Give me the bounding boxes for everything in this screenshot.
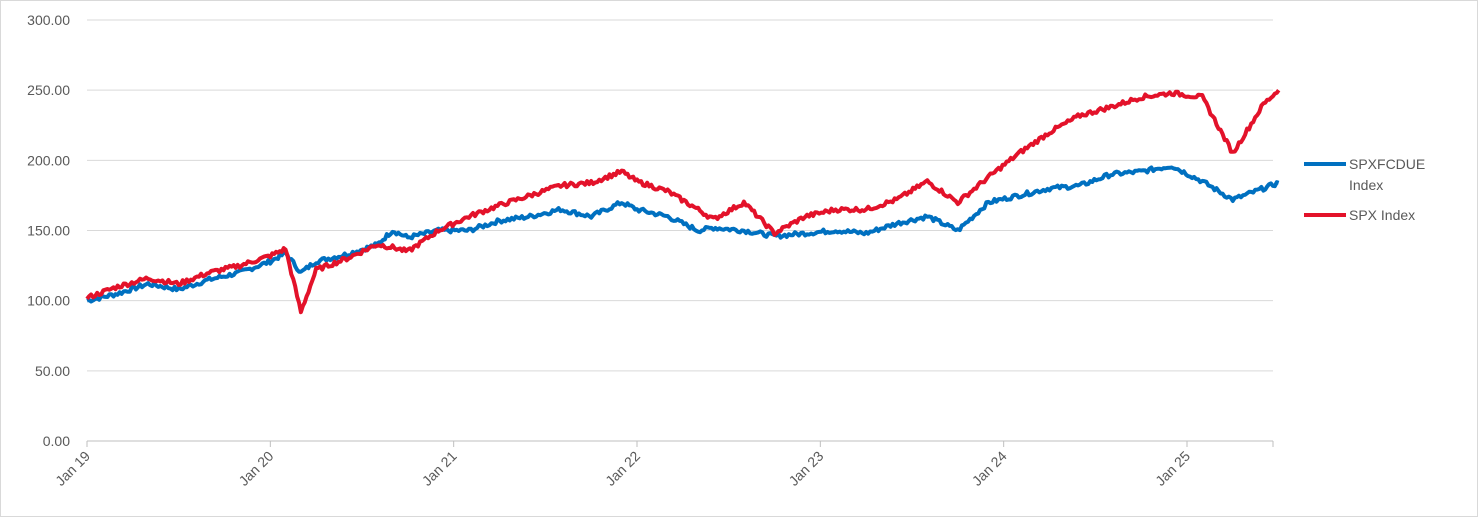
y-tick-label: 200.00 <box>27 152 70 168</box>
y-tick-label: 50.00 <box>35 363 70 379</box>
y-tick-label: 0.00 <box>43 433 70 449</box>
x-tick-label: Jan 19 <box>52 448 93 489</box>
y-tick-label: 150.00 <box>27 223 70 239</box>
series-line-0 <box>86 165 1280 304</box>
y-tick-label: 250.00 <box>27 82 70 98</box>
x-tick-label: Jan 22 <box>602 448 643 489</box>
grid-lines <box>87 19 1273 372</box>
x-tick-label: Jan 23 <box>785 448 826 489</box>
x-tick-label: Jan 24 <box>969 448 1010 489</box>
legend-label: SPXFCDUE Index <box>1349 156 1425 193</box>
x-axis: Jan 19 Jan 20 Jan 21 Jan 22 Jan 23 Jan 24 Jan … <box>52 440 1274 489</box>
x-tick-label: Jan 21 <box>419 448 460 489</box>
series-lines <box>85 89 1281 315</box>
y-tick-label: 100.00 <box>27 293 70 309</box>
y-tick-label: 300.00 <box>27 12 70 28</box>
x-tick-label: Jan 25 <box>1152 448 1193 489</box>
legend-label: SPX Index <box>1349 207 1415 223</box>
x-tick-label: Jan 20 <box>235 448 276 489</box>
series-line-1 <box>85 89 1281 315</box>
y-axis-tick-labels: 0.00 50.00 100.00 150.00 200.00 250.00 300.00 <box>27 12 70 449</box>
legend: SPXFCDUE Index SPX Index <box>1304 156 1425 223</box>
